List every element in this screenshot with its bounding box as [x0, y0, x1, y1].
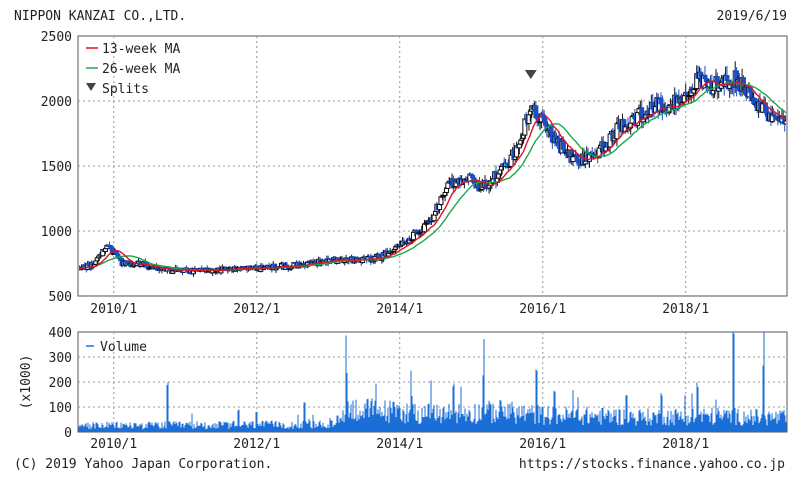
- split-marker: [524, 70, 537, 79]
- candle-up: [431, 214, 437, 222]
- legend-ma26-label: 26-week MA: [102, 62, 180, 77]
- volume-x-tick-label: 2010/1: [90, 437, 137, 452]
- volume-y-tick-label: 300: [49, 351, 72, 366]
- volume-y-tick-label: 400: [49, 326, 72, 341]
- candle-up: [783, 120, 786, 125]
- price-y-tick-label: 1500: [41, 160, 72, 175]
- volume-y-axis-label: (x1000): [19, 355, 34, 410]
- price-x-tick-label: 2012/1: [233, 302, 280, 317]
- copyright-text: (C) 2019 Yahoo Japan Corporation.: [14, 457, 273, 472]
- legend-volume-label: Volume: [100, 340, 147, 355]
- legend-ma13-label: 13-week MA: [102, 42, 180, 57]
- price-candles: [79, 61, 786, 277]
- volume-x-tick-label: 2018/1: [662, 437, 709, 452]
- price-x-tick-label: 2016/1: [519, 302, 566, 317]
- company-name: NIPPON KANZAI CO.,LTD.: [14, 9, 187, 24]
- chart-date: 2019/6/19: [716, 9, 787, 24]
- price-y-tick-label: 2000: [41, 95, 72, 110]
- ma13-line: [79, 80, 786, 272]
- price-y-tick-label: 1000: [41, 225, 72, 240]
- legend-splits-marker: [86, 83, 96, 91]
- volume-x-tick-label: 2014/1: [376, 437, 423, 452]
- price-y-tick-label: 2500: [41, 30, 72, 45]
- volume-bars: [78, 332, 787, 432]
- volume-x-tick-label: 2016/1: [519, 437, 566, 452]
- volume-y-tick-label: 200: [49, 376, 72, 391]
- price-y-tick-label: 500: [49, 290, 72, 305]
- volume-x-tick-label: 2012/1: [233, 437, 280, 452]
- source-url[interactable]: https://stocks.finance.yahoo.co.jp: [518, 457, 785, 472]
- price-x-tick-label: 2014/1: [376, 302, 423, 317]
- candle-up: [516, 143, 522, 149]
- price-x-tick-label: 2018/1: [662, 302, 709, 317]
- ma26-line: [79, 81, 786, 272]
- volume-y-tick-label: 100: [49, 401, 72, 416]
- price-x-tick-label: 2010/1: [90, 302, 137, 317]
- legend-splits-label: Splits: [102, 82, 149, 97]
- candle-up: [570, 156, 576, 163]
- candle-up: [443, 187, 449, 193]
- volume-y-tick-label: 0: [64, 426, 72, 441]
